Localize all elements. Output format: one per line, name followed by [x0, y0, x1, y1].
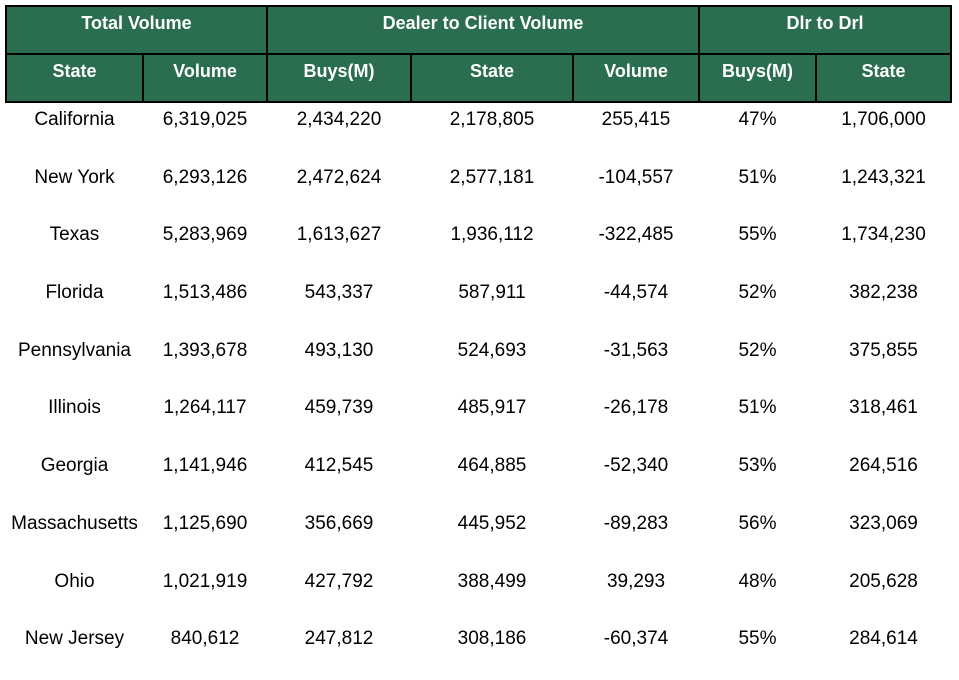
table-cell: 1,513,486 — [162, 282, 248, 304]
table-cell: Texas — [49, 224, 100, 246]
table-cell: 543,337 — [304, 282, 374, 304]
table-cell: 323,069 — [849, 512, 918, 534]
table-cell: 459,739 — [304, 397, 374, 419]
table-cell: 1,936,112 — [450, 224, 534, 246]
column-header: Volume — [572, 53, 700, 103]
table-cell: Pennsylvania — [17, 339, 132, 361]
table-cell: 1,125,690 — [162, 512, 248, 534]
table-cell: 205,628 — [849, 570, 918, 592]
table-cell: 375,855 — [849, 339, 918, 361]
table-cell: 524,693 — [457, 339, 527, 361]
table-cell: -44,574 — [603, 282, 669, 304]
table-cell: -89,283 — [603, 512, 669, 534]
table-row: Texas 5,283,969 1,613,627 1,936,112 -322,485… — [6, 218, 951, 276]
group-header-total-volume: Total Volume — [5, 5, 268, 55]
column-header-row: State Volume Buys(M) State Volume Buys(M… — [5, 53, 953, 103]
table-cell: 2,577,181 — [449, 166, 535, 188]
table-cell: 587,911 — [458, 282, 526, 304]
table-cell: -26,178 — [603, 397, 669, 419]
table-cell: Massachusetts — [11, 512, 138, 534]
table-cell: 1,264,117 — [163, 397, 247, 419]
column-header: Volume — [142, 53, 268, 103]
table-cell: 47% — [738, 109, 777, 130]
table-cell: 6,293,126 — [162, 166, 248, 188]
table-cell: 2,178,805 — [449, 109, 535, 130]
table-cell: -31,563 — [603, 339, 669, 361]
table-cell: 53% — [738, 455, 777, 477]
table-cell: 308,186 — [457, 628, 527, 650]
table-cell: 55% — [738, 628, 777, 650]
table-cell: 840,612 — [170, 628, 240, 650]
table-cell: 247,812 — [304, 628, 374, 650]
table-cell: 51% — [738, 166, 777, 188]
table-row: Florida 1,513,486 543,337 587,911 -44,574 52%… — [6, 276, 951, 334]
table-cell: New York — [34, 166, 115, 188]
table-cell: 52% — [738, 339, 777, 361]
table-cell: 427,792 — [304, 570, 374, 592]
table-cell: California — [34, 109, 115, 130]
table-cell: 1,021,919 — [162, 570, 248, 592]
table-cell: 464,885 — [457, 455, 527, 477]
table-cell: Florida — [45, 282, 104, 304]
table-cell: 56% — [738, 512, 777, 534]
table-cell: 382,238 — [849, 282, 918, 304]
table-row: Illinois 1,264,117 459,739 485,917 -26,178 51… — [6, 391, 951, 449]
table-cell: 55% — [738, 224, 777, 246]
table-cell: 388,499 — [457, 570, 527, 592]
table-row: Pennsylvania 1,393,678 493,130 524,693 -31,5… — [6, 334, 951, 392]
table-cell: 39,293 — [606, 570, 666, 592]
table-cell: 255,415 — [601, 109, 671, 130]
table-cell: 52% — [738, 282, 777, 304]
table-row: California 6,319,025 2,434,220 2,178,805 255… — [6, 102, 951, 161]
table-row: Ohio 1,021,919 427,792 388,499 39,293 48% 205,… — [6, 565, 951, 623]
column-header: State — [410, 53, 574, 103]
column-header: State — [814, 53, 953, 103]
table-cell: New Jersey — [24, 628, 125, 650]
table-body: California 6,319,025 2,434,220 2,178,805 255… — [6, 102, 951, 680]
table-cell: 445,952 — [457, 512, 527, 534]
table-cell: Georgia — [40, 455, 109, 477]
table-cell: -104,557 — [598, 166, 674, 188]
table-cell: 51% — [738, 397, 777, 419]
table-cell: 264,516 — [849, 455, 918, 477]
table-cell: 6,319,025 — [162, 109, 248, 130]
table-row: New Jersey 840,612 247,812 308,186 -60,374 55… — [6, 622, 951, 680]
group-header-dlr-to-drl: Dlr to Drl — [697, 5, 953, 55]
table-cell: 2,434,220 — [296, 109, 382, 130]
table-cell: -52,340 — [603, 455, 669, 477]
table-cell: -322,485 — [598, 224, 674, 246]
table-cell: 1,141,946 — [162, 455, 248, 477]
table-cell: Illinois — [48, 397, 101, 419]
group-header-dealer-to-client-volume: Dealer to Client Volume — [266, 5, 700, 55]
table-cell: 5,283,969 — [162, 224, 248, 246]
table-cell: 356,669 — [304, 512, 374, 534]
table-cell: 1,613,627 — [296, 224, 382, 246]
column-header: Buys(M) — [266, 53, 412, 103]
group-header-row: Total Volume Dealer to Client Volume Dlr… — [5, 5, 953, 55]
column-header: State — [5, 53, 144, 103]
table-cell: 48% — [738, 570, 777, 592]
column-header: Buys(M) — [698, 53, 817, 103]
table-cell: Ohio — [54, 570, 95, 592]
table-cell: 485,917 — [457, 397, 527, 419]
table-row: New York 6,293,126 2,472,624 2,577,181 -104,… — [6, 161, 951, 219]
table-cell: 1,706,000 — [841, 109, 926, 130]
table-row: Georgia 1,141,946 412,545 464,885 -52,340 53%… — [6, 449, 951, 507]
table-cell: 1,243,321 — [841, 166, 926, 188]
state-volume-table: Total Volume Dealer to Client Volume Dlr… — [5, 5, 953, 680]
table-cell: 284,614 — [849, 628, 918, 650]
table-row: Massachusetts 1,125,690 356,669 445,952 -89,… — [6, 507, 951, 565]
table-cell: 1,393,678 — [162, 339, 248, 361]
table-cell: 318,461 — [849, 397, 918, 419]
table-cell: 2,472,624 — [296, 166, 382, 188]
table-cell: 493,130 — [304, 339, 374, 361]
table-cell: 412,545 — [304, 455, 374, 477]
table-cell: -60,374 — [603, 628, 669, 650]
table-cell: 1,734,230 — [841, 224, 926, 246]
